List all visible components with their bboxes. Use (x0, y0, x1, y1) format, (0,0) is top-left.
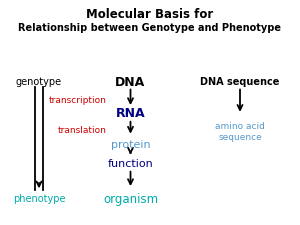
Text: protein: protein (111, 140, 150, 150)
Text: transcription: transcription (49, 96, 106, 105)
Text: amino acid
sequence: amino acid sequence (215, 122, 265, 142)
Text: phenotype: phenotype (13, 194, 65, 204)
Text: DNA: DNA (116, 76, 146, 89)
Text: RNA: RNA (116, 107, 145, 120)
Text: Relationship between Genotype and Phenotype: Relationship between Genotype and Phenot… (19, 23, 281, 33)
Text: Molecular Basis for: Molecular Basis for (86, 8, 214, 21)
Text: DNA sequence: DNA sequence (200, 77, 280, 87)
Text: function: function (108, 159, 153, 169)
Text: organism: organism (103, 193, 158, 206)
Text: genotype: genotype (16, 77, 62, 87)
Text: translation: translation (58, 126, 106, 135)
